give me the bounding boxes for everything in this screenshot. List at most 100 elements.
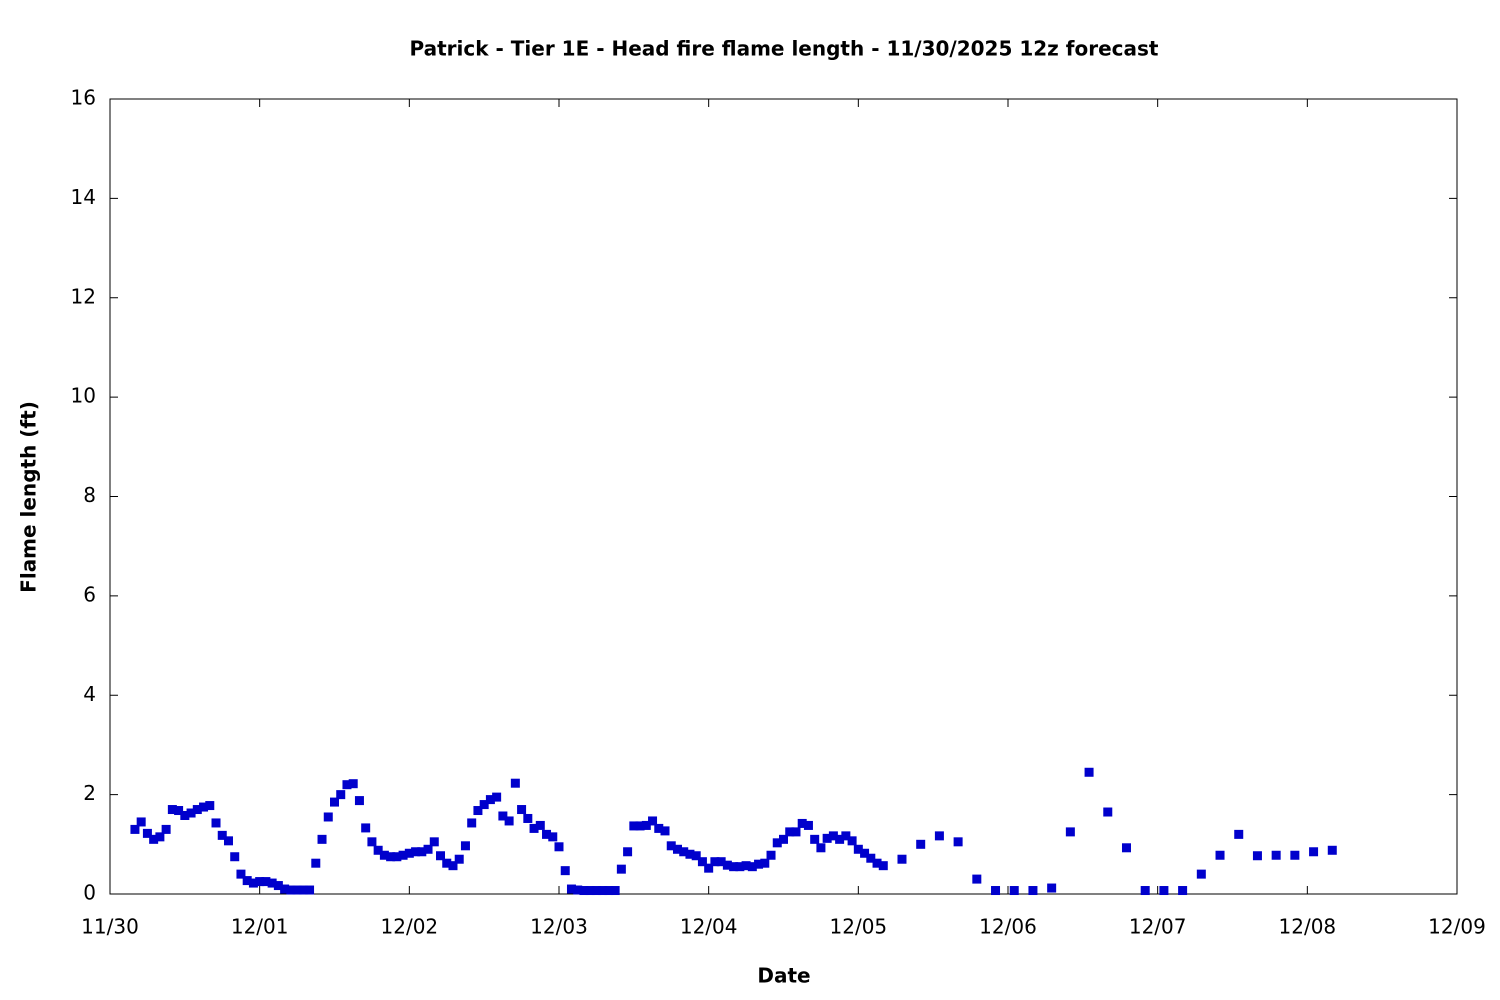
point — [735, 862, 745, 872]
point — [579, 886, 589, 896]
point — [323, 812, 333, 822]
point — [242, 876, 252, 886]
point — [280, 884, 290, 894]
point — [286, 885, 296, 895]
point — [697, 857, 707, 867]
point — [292, 885, 302, 895]
point — [1084, 767, 1094, 777]
point — [211, 818, 221, 828]
point — [136, 817, 146, 827]
x-tick-label: 12/07 — [1129, 915, 1187, 939]
point — [367, 837, 377, 847]
point — [373, 845, 383, 855]
point — [417, 847, 427, 857]
point — [953, 837, 963, 847]
point — [623, 847, 633, 857]
point — [517, 805, 527, 815]
point — [473, 806, 483, 816]
point — [467, 818, 477, 828]
point — [1047, 883, 1057, 893]
point — [317, 834, 327, 844]
point — [803, 820, 813, 830]
point — [585, 886, 595, 896]
y-tick-label: 12 — [71, 284, 96, 308]
point — [679, 847, 689, 857]
point — [230, 852, 240, 862]
point — [217, 830, 227, 840]
point — [704, 863, 714, 873]
point — [1290, 850, 1300, 860]
point — [523, 813, 533, 823]
point — [267, 878, 277, 888]
point — [174, 806, 184, 816]
point — [485, 795, 495, 805]
point — [492, 792, 502, 802]
point — [298, 885, 308, 895]
point — [504, 816, 514, 826]
point — [1309, 847, 1319, 857]
point — [835, 834, 845, 844]
point — [660, 826, 670, 836]
point — [460, 841, 470, 851]
point — [610, 886, 620, 896]
x-tick-label: 12/08 — [1279, 915, 1337, 939]
point — [386, 852, 396, 862]
point — [554, 842, 564, 852]
point — [822, 833, 832, 843]
x-tick-label: 11/30 — [81, 915, 139, 939]
point — [629, 821, 639, 831]
y-tick-label: 6 — [83, 582, 96, 606]
point — [1159, 886, 1169, 896]
point — [754, 859, 764, 869]
point — [741, 861, 751, 871]
point — [336, 790, 346, 800]
point — [411, 847, 421, 857]
y-tick-label: 0 — [83, 881, 96, 905]
point — [648, 816, 658, 826]
point — [510, 778, 520, 788]
point — [810, 834, 820, 844]
point — [348, 779, 358, 789]
point — [342, 780, 352, 790]
point — [1103, 807, 1113, 817]
point — [666, 841, 676, 851]
point — [828, 831, 838, 841]
point — [1028, 886, 1038, 896]
point — [591, 886, 601, 896]
point — [566, 884, 576, 894]
point — [398, 850, 408, 860]
point — [872, 858, 882, 868]
y-tick-label: 14 — [71, 185, 96, 209]
point — [897, 854, 907, 864]
point — [423, 844, 433, 854]
point — [223, 836, 233, 846]
point — [354, 796, 364, 806]
point — [772, 838, 782, 848]
point — [691, 851, 701, 861]
point — [330, 797, 339, 807]
x-tick-label: 12/04 — [680, 915, 738, 939]
point — [205, 801, 215, 811]
point — [392, 852, 402, 862]
point — [791, 827, 801, 837]
point — [248, 878, 258, 888]
point — [716, 857, 726, 867]
x-tick-label: 12/06 — [979, 915, 1037, 939]
point — [1121, 843, 1131, 853]
y-tick-label: 2 — [83, 781, 96, 805]
point — [779, 834, 788, 844]
point — [916, 839, 926, 849]
point — [685, 849, 695, 859]
y-tick-label: 8 — [83, 483, 96, 507]
point — [604, 886, 614, 896]
point — [841, 831, 851, 841]
point — [142, 828, 152, 838]
point — [573, 885, 583, 895]
point — [1252, 851, 1262, 861]
point — [760, 858, 770, 868]
point — [785, 827, 795, 837]
point — [816, 843, 826, 853]
y-tick-label: 16 — [71, 86, 96, 110]
point — [498, 811, 508, 821]
